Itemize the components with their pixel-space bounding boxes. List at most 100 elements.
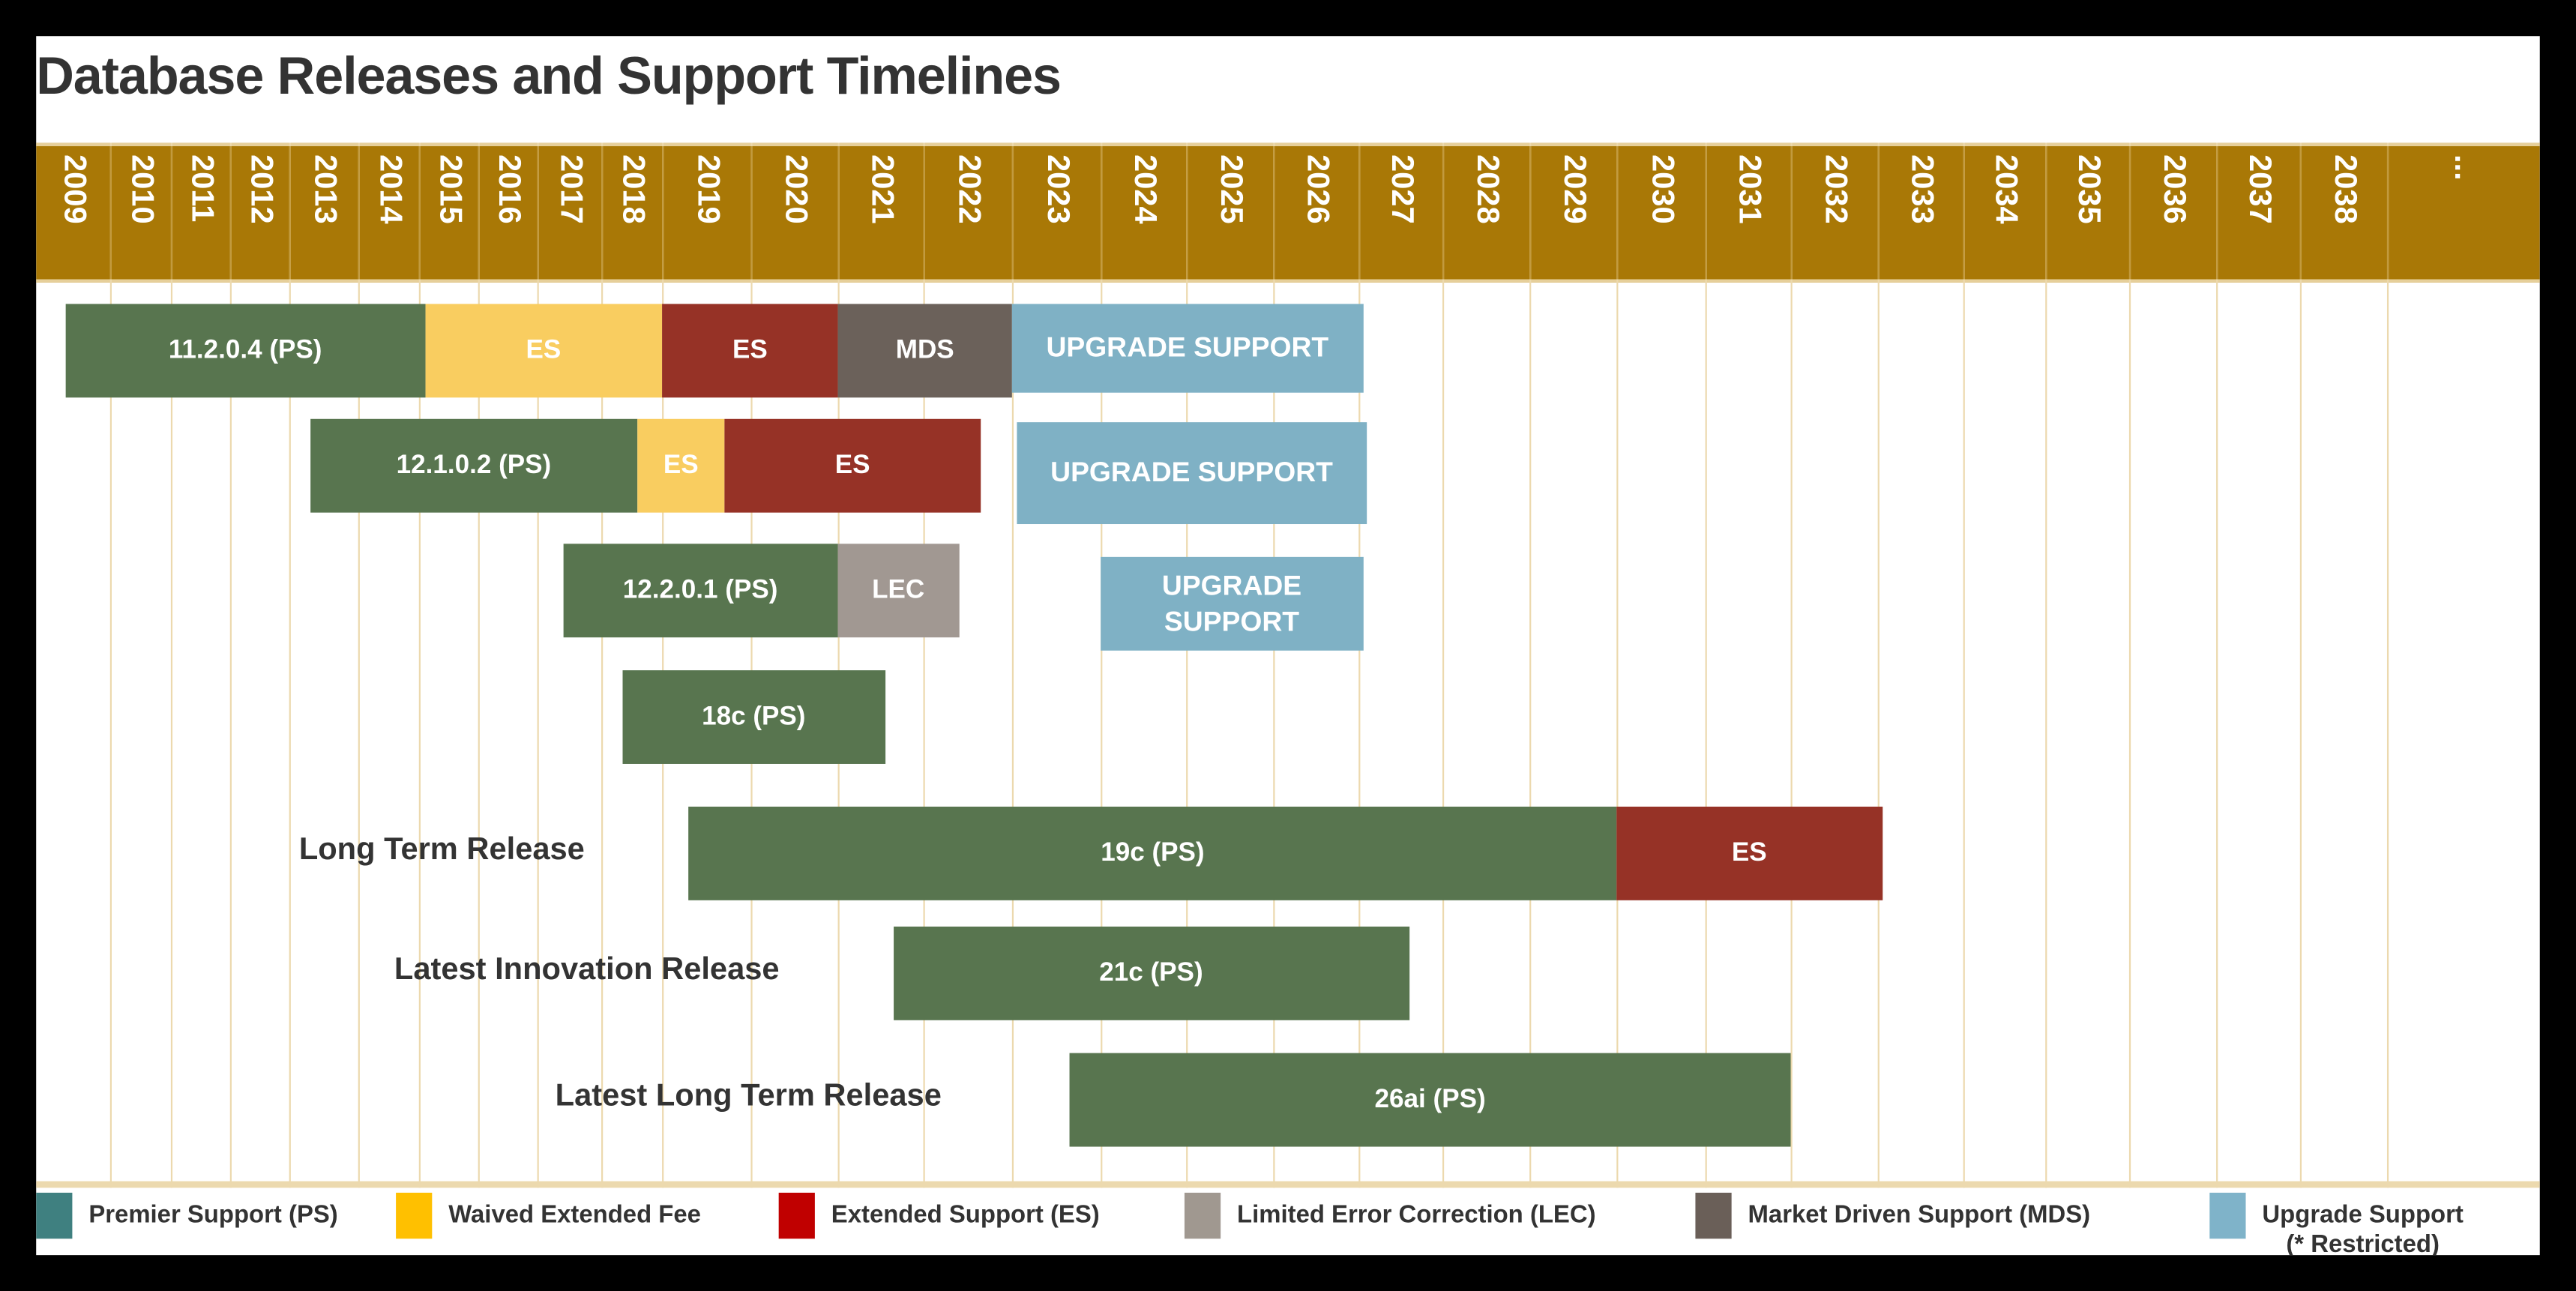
gridline bbox=[289, 142, 291, 1188]
gridline bbox=[358, 142, 360, 1188]
year-label: 2028 bbox=[1469, 154, 1505, 224]
gridline bbox=[1705, 142, 1707, 1188]
gridline bbox=[2128, 142, 2131, 1188]
header-separator bbox=[537, 146, 539, 280]
gridline bbox=[170, 142, 173, 1188]
bar-segment-premier-support: 11.2.0.4 (PS) bbox=[65, 304, 425, 398]
bar-segment-extended-support: ES bbox=[662, 304, 838, 398]
year-label: 2013 bbox=[307, 154, 342, 224]
legend-label: Limited Error Correction (LEC) bbox=[1237, 1200, 1596, 1230]
bar-segment-premier-support: 26ai (PS) bbox=[1069, 1053, 1791, 1147]
header-separator bbox=[923, 146, 925, 280]
bar-segment-limited-error-correction: LEC bbox=[837, 544, 959, 638]
gridline bbox=[1101, 142, 1103, 1188]
year-label: 2026 bbox=[1299, 154, 1334, 224]
year-label: 2036 bbox=[2156, 154, 2191, 224]
year-label: 2031 bbox=[1731, 154, 1766, 224]
gridline bbox=[1273, 142, 1275, 1188]
gridline bbox=[1963, 142, 1965, 1188]
gridline bbox=[1358, 142, 1361, 1188]
header-separator bbox=[2386, 146, 2389, 280]
header-separator bbox=[2299, 146, 2302, 280]
year-label: 2011 bbox=[184, 154, 219, 223]
chart-title: Database Releases and Support Timelines bbox=[36, 46, 1062, 106]
header-separator bbox=[1186, 146, 1188, 280]
legend-item: Upgrade Support (* Restricted) bbox=[2209, 1192, 2464, 1255]
header-separator bbox=[170, 146, 173, 280]
legend-label: Premier Support (PS) bbox=[88, 1200, 338, 1230]
legend-item: Premier Support (PS) bbox=[36, 1192, 338, 1239]
gridline bbox=[601, 142, 604, 1188]
header-separator bbox=[1101, 146, 1103, 280]
bar-segment-waived-extended-fee: ES bbox=[637, 418, 724, 513]
row-label: Latest Innovation Release bbox=[394, 952, 780, 987]
legend-swatch bbox=[1184, 1192, 1221, 1239]
header-separator bbox=[1358, 146, 1361, 280]
header-separator bbox=[1705, 146, 1707, 280]
gridline bbox=[750, 142, 753, 1188]
header-separator bbox=[1442, 146, 1445, 280]
year-label: 2037 bbox=[2242, 154, 2277, 224]
gridline bbox=[1877, 142, 1880, 1188]
gridline bbox=[418, 142, 421, 1188]
year-label: 2022 bbox=[951, 154, 986, 224]
gridline bbox=[1186, 142, 1188, 1188]
year-label: 2018 bbox=[615, 154, 650, 224]
gridline bbox=[1529, 142, 1532, 1188]
year-label: 2021 bbox=[864, 154, 899, 224]
header-separator bbox=[2045, 146, 2047, 280]
bar-segment-upgrade-support: UPGRADE SUPPORT bbox=[1016, 422, 1367, 525]
year-label: 2017 bbox=[553, 154, 588, 224]
year-label: 2033 bbox=[1904, 154, 1939, 224]
gridline bbox=[2299, 142, 2302, 1188]
year-label: 2014 bbox=[372, 154, 407, 224]
year-label: 2016 bbox=[491, 154, 526, 224]
bar-segment-premier-support: 12.2.0.1 (PS) bbox=[562, 544, 838, 638]
bar-segment-extended-support: ES bbox=[1616, 806, 1883, 900]
gridline bbox=[1616, 142, 1619, 1188]
bar-segment-premier-support: 12.1.0.2 (PS) bbox=[310, 418, 638, 513]
header-separator bbox=[1790, 146, 1793, 280]
header-separator bbox=[1529, 146, 1532, 280]
gridline bbox=[837, 142, 840, 1188]
year-label: 2024 bbox=[1127, 154, 1162, 224]
gridline bbox=[109, 142, 112, 1188]
year-label: 2012 bbox=[243, 154, 278, 224]
gridline bbox=[229, 142, 232, 1188]
gridline bbox=[2386, 142, 2389, 1188]
year-label: 2027 bbox=[1384, 154, 1419, 224]
header-separator bbox=[358, 146, 360, 280]
legend-label: Extended Support (ES) bbox=[831, 1200, 1100, 1230]
bar-segment-premier-support: 19c (PS) bbox=[688, 806, 1617, 900]
legend-swatch bbox=[1695, 1192, 1732, 1239]
year-header-band bbox=[36, 142, 2540, 283]
year-label: 2009 bbox=[56, 154, 91, 224]
header-separator bbox=[289, 146, 291, 280]
year-label: 2034 bbox=[1987, 154, 2023, 224]
header-separator bbox=[1963, 146, 1965, 280]
bar-segment-premier-support: 18c (PS) bbox=[622, 670, 885, 764]
legend-swatch bbox=[778, 1192, 815, 1239]
header-separator bbox=[1616, 146, 1619, 280]
legend-item: Limited Error Correction (LEC) bbox=[1184, 1192, 1596, 1239]
legend-item: Extended Support (ES) bbox=[778, 1192, 1100, 1239]
year-label: 2019 bbox=[690, 154, 725, 224]
gridline bbox=[2216, 142, 2218, 1188]
year-label: 2032 bbox=[1817, 154, 1853, 224]
chart-baseline bbox=[36, 1181, 2540, 1188]
bar-segment-market-driven-support: MDS bbox=[837, 304, 1012, 398]
header-separator bbox=[601, 146, 604, 280]
header-separator bbox=[418, 146, 421, 280]
bar-segment-extended-support: ES bbox=[723, 418, 981, 513]
legend-item: Waived Extended Fee bbox=[396, 1192, 701, 1239]
gridline bbox=[923, 142, 925, 1188]
header-separator bbox=[109, 146, 112, 280]
legend-label: Market Driven Support (MDS) bbox=[1748, 1200, 2091, 1230]
year-label: 2025 bbox=[1213, 154, 1248, 224]
legend-swatch bbox=[36, 1192, 73, 1239]
legend-label: Waived Extended Fee bbox=[448, 1200, 701, 1230]
year-label: 2020 bbox=[777, 154, 813, 224]
header-separator bbox=[750, 146, 753, 280]
year-label: 2038 bbox=[2326, 154, 2362, 224]
